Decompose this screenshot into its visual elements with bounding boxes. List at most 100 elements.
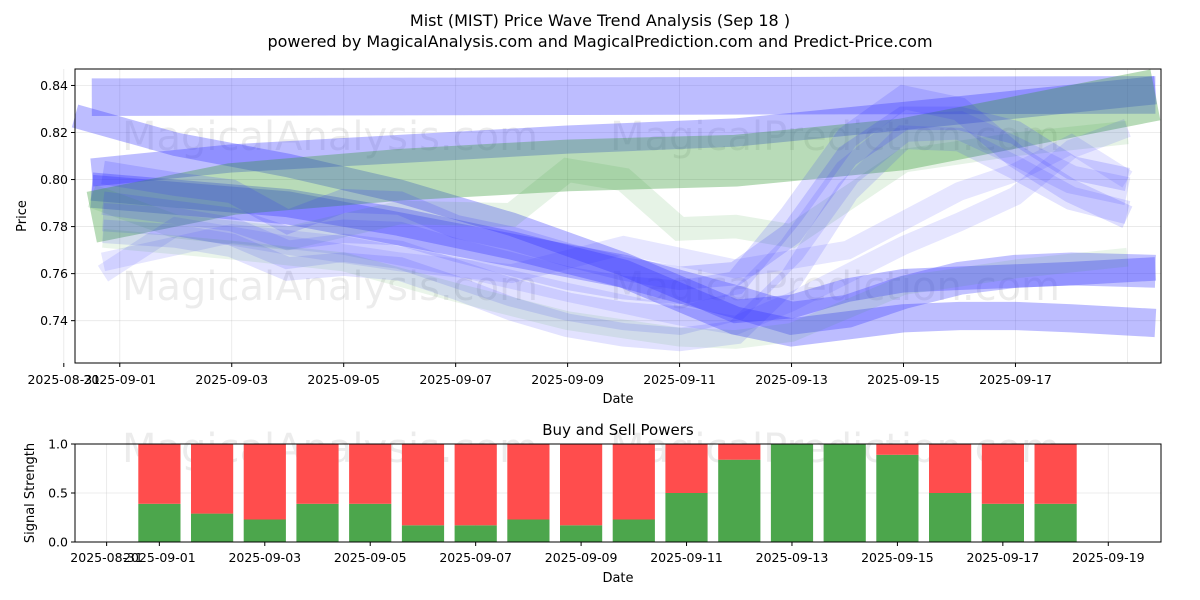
buy-power-bar	[770, 444, 814, 542]
price-y-tick-label: 0.76	[40, 266, 68, 281]
price-x-tick-label: 2025-09-05	[307, 372, 380, 387]
sell-power-bar	[507, 444, 550, 520]
signal-x-tick-label: 2025-09-03	[228, 550, 301, 565]
blue-wave-band	[97, 133, 1133, 284]
sell-power-bar	[876, 444, 919, 455]
sell-power-bar	[665, 444, 708, 493]
signal-x-tick-label: 2025-09-17	[967, 550, 1040, 565]
buy-power-bar	[823, 444, 866, 542]
blue-wave-band	[91, 76, 1156, 116]
signal-y-ticks: 0.0 0.5 1.0	[48, 437, 75, 550]
price-x-tick-label: 2025-09-03	[195, 372, 268, 387]
watermark-text: MagicalPrediction.com	[610, 264, 1060, 310]
signal-y-tick-label: 1.0	[48, 437, 68, 452]
blue-wave-band	[101, 84, 1133, 305]
signal-x-tick-label: 2025-09-19	[1072, 550, 1145, 565]
blue-wave-band	[71, 104, 1157, 324]
price-plot-frame	[74, 68, 1162, 364]
sell-power-bar	[1034, 444, 1077, 504]
buy-power-bar	[507, 519, 550, 542]
price-x-tick-label: 2025-08-31	[27, 372, 100, 387]
signal-x-tick-label: 2025-09-09	[545, 550, 618, 565]
price-y-tick-label: 0.78	[40, 219, 68, 234]
sell-power-bar	[454, 444, 497, 526]
green-wave-band	[102, 228, 1129, 349]
buy-power-bar	[612, 519, 655, 542]
signal-plot: Buy and Sell Powers MagicalAnalysis.comM…	[23, 421, 1162, 586]
sell-power-bar	[718, 444, 761, 460]
buy-power-bar	[981, 503, 1024, 542]
price-x-axis-label: Date	[602, 392, 633, 407]
buy-power-bar	[296, 503, 339, 542]
buy-power-bar	[138, 503, 181, 542]
sell-power-bar	[296, 444, 339, 504]
signal-x-tick-label: 2025-09-05	[334, 550, 407, 565]
buy-power-bar	[1034, 503, 1077, 542]
buy-power-bar	[454, 525, 497, 542]
price-x-tick-label: 2025-09-15	[867, 372, 940, 387]
sell-power-bar	[929, 444, 972, 493]
price-y-tick-label: 0.80	[40, 172, 68, 187]
signal-y-axis-label: Signal Strength	[23, 443, 38, 543]
sell-power-bar	[401, 444, 445, 526]
watermark-text: MagicalAnalysis.com	[122, 114, 538, 160]
buy-power-bar	[243, 519, 286, 542]
blue-wave-band	[90, 76, 1157, 187]
buy-power-bar	[718, 459, 761, 542]
buy-power-bar	[876, 454, 919, 542]
price-x-tick-label: 2025-09-09	[531, 372, 604, 387]
sell-power-bar	[191, 444, 234, 514]
watermark-text: MagicalAnalysis.com	[122, 264, 538, 310]
signal-y-tick-label: 0.0	[48, 535, 68, 550]
price-x-tick-label: 2025-09-11	[643, 372, 716, 387]
sell-power-bar	[560, 444, 603, 526]
price-watermarks: MagicalAnalysis.com MagicalPrediction.com…	[122, 114, 1060, 310]
sell-power-bar	[981, 444, 1024, 504]
price-x-tick-label: 2025-09-13	[755, 372, 828, 387]
price-x-tick-label: 2025-09-17	[979, 372, 1052, 387]
sell-power-bar	[612, 444, 655, 520]
sell-power-bar	[349, 444, 392, 504]
blue-wave-band	[102, 111, 1131, 335]
buy-power-bar	[401, 525, 445, 542]
signal-x-axis-label: Date	[602, 571, 633, 586]
signal-bars	[138, 444, 1077, 542]
signal-y-tick-label: 0.5	[48, 486, 68, 501]
price-y-ticks: 0.74 0.76 0.78 0.80 0.82 0.84	[40, 78, 75, 328]
price-x-tick-label: 2025-09-01	[83, 372, 156, 387]
signal-x-tick-label: 2025-09-11	[650, 550, 723, 565]
sell-power-bar	[138, 444, 181, 504]
price-wave-bands	[71, 69, 1161, 352]
price-y-axis-label: Price	[15, 200, 30, 232]
buy-power-bar	[665, 493, 708, 542]
price-x-tick-label: 2025-09-07	[419, 372, 492, 387]
green-wave-band	[87, 120, 1129, 251]
blue-wave-band	[90, 172, 1157, 347]
signal-title: Buy and Sell Powers	[542, 421, 694, 439]
blue-wave-band	[102, 125, 1131, 352]
buy-power-bar	[349, 503, 392, 542]
green-wave-band	[86, 69, 1161, 243]
buy-power-bar	[929, 493, 972, 542]
buy-power-bar	[560, 525, 603, 542]
price-y-tick-label: 0.74	[40, 313, 68, 328]
price-plot-background	[75, 69, 1161, 363]
price-grid	[63, 69, 1161, 363]
signal-x-tick-label: 2025-09-01	[123, 550, 196, 565]
chart-subtitle: powered by MagicalAnalysis.com and Magic…	[267, 32, 932, 51]
price-plot: MagicalAnalysis.com MagicalPrediction.com…	[15, 68, 1162, 407]
signal-x-tick-label: 2025-09-07	[439, 550, 512, 565]
watermark-text: MagicalPrediction.com	[610, 114, 1060, 160]
price-y-tick-label: 0.84	[40, 78, 68, 93]
blue-wave-band	[100, 119, 1131, 336]
buy-power-bar	[191, 513, 234, 542]
price-y-tick-label: 0.82	[40, 125, 68, 140]
sell-power-bar	[243, 444, 286, 520]
signal-x-tick-label: 2025-09-13	[756, 550, 829, 565]
chart-title: Mist (MIST) Price Wave Trend Analysis (S…	[410, 11, 790, 30]
signal-x-tick-label: 2025-08-31	[70, 550, 143, 565]
signal-x-tick-label: 2025-09-15	[861, 550, 934, 565]
